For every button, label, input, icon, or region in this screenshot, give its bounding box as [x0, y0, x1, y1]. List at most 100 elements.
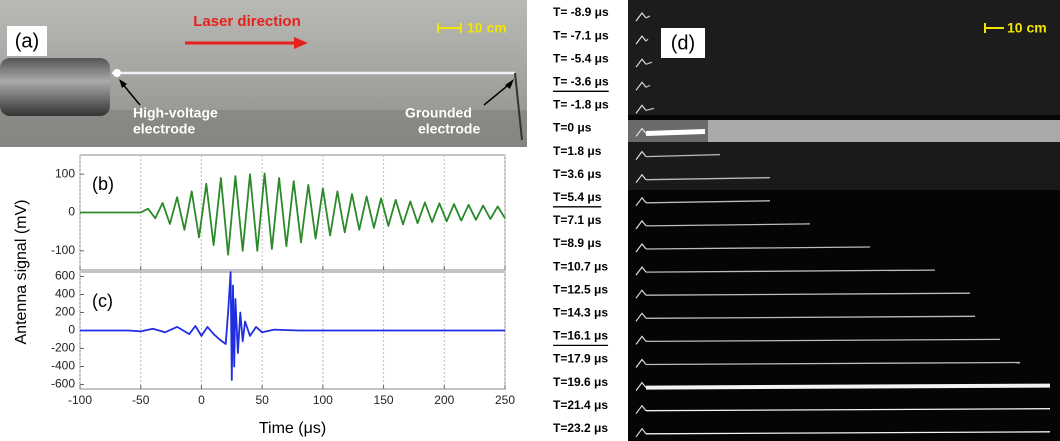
streak	[645, 292, 971, 296]
streak-hook	[635, 104, 647, 114]
streak	[645, 223, 811, 227]
bright-frame	[628, 120, 1060, 142]
streak	[645, 361, 1021, 366]
y-tick-label: 200	[55, 305, 75, 319]
label-box	[661, 28, 705, 58]
ground-wire	[514, 72, 523, 141]
x-tick-label: 150	[374, 393, 394, 407]
streak-hook	[635, 404, 647, 415]
frame-label: T=23.2 μs	[553, 421, 608, 435]
streak	[645, 129, 706, 136]
frame-label: T=21.4 μs	[553, 398, 608, 412]
streak-hook	[635, 358, 647, 368]
streak-hook	[635, 127, 647, 137]
streak-hook	[635, 427, 647, 438]
frame-label: T= -3.6 μs	[553, 74, 609, 88]
frame-label: T=8.9 μs	[553, 236, 602, 250]
panel-label: (d)	[671, 32, 695, 54]
y-tick-label: 400	[55, 287, 75, 301]
hv-electrode-body	[0, 58, 110, 116]
x-tick-label: -50	[132, 393, 150, 407]
photo-panel: (a) Laser direction 10 cm High-voltage e…	[0, 0, 527, 147]
streak	[645, 153, 721, 158]
frame-label: T=16.1 μs	[553, 329, 608, 343]
streak-hook	[635, 381, 647, 391]
streak	[645, 383, 1051, 390]
label-box	[7, 26, 47, 56]
streak	[645, 38, 649, 42]
x-tick-label: 100	[313, 393, 333, 407]
arrow-text: Laser direction	[193, 13, 301, 30]
floor	[0, 110, 527, 147]
streak	[645, 269, 936, 273]
streak-hook	[635, 289, 647, 299]
frame-label: T=17.9 μs	[553, 352, 608, 366]
frame-label: T=10.7 μs	[553, 259, 608, 273]
y-tick-label: 600	[55, 269, 75, 283]
frame-label: T= -8.9 μs	[553, 5, 609, 19]
y-tick-label: -600	[51, 377, 75, 391]
streak	[645, 15, 651, 19]
streak	[645, 338, 1001, 343]
frame-label: T=5.4 μs	[553, 190, 602, 204]
panel-label: (a)	[15, 30, 39, 52]
charts: -100 0 100 (b) Antenna signal (mV) -100 -50 0 50…	[13, 154, 515, 437]
x-tick-label: 250	[495, 393, 515, 407]
x-tick-label: 50	[255, 393, 269, 407]
frame-label: T=0 μs	[553, 121, 592, 135]
streak-panel: (d) 10 cm T= -8.9 μs T= -7.1 μs T= -5.4 μs…	[553, 0, 1060, 441]
streak	[645, 177, 771, 181]
streak-hook	[635, 243, 647, 253]
ground-label: Grounded	[405, 105, 472, 121]
streak-hook	[635, 58, 647, 68]
frame-label: T=14.3 μs	[553, 305, 608, 319]
streak-hook	[635, 173, 647, 184]
x-tick-label: -100	[68, 393, 92, 407]
scale-text: 10 cm	[467, 20, 507, 36]
ground-label: electrode	[418, 121, 480, 137]
streak	[645, 315, 976, 319]
frame-label: T= -5.4 μs	[553, 51, 609, 65]
frame-label: T=19.6 μs	[553, 375, 608, 389]
x-tick-label: 200	[434, 393, 454, 407]
y-tick-label: 0	[68, 323, 75, 337]
noise-band	[628, 142, 1060, 190]
hv-label: High-voltage	[133, 105, 218, 121]
electrode-tip	[113, 69, 121, 77]
pointer-head	[119, 79, 127, 88]
y-tick-label: 100	[55, 166, 75, 180]
streak	[645, 107, 655, 112]
y-tick-label: -400	[51, 359, 75, 373]
x-axis-label: Time (μs)	[259, 420, 326, 437]
streak-hook	[635, 150, 647, 160]
streak-hook	[635, 335, 647, 345]
streak-hook	[635, 312, 647, 322]
streak-hook	[635, 81, 647, 91]
pointer-head	[505, 79, 514, 89]
y-axis-label: Antenna signal (mV)	[13, 200, 30, 345]
streak	[645, 61, 653, 65]
frame-label: T=7.1 μs	[553, 213, 602, 227]
frame-label: T=12.5 μs	[553, 282, 608, 296]
streak	[645, 408, 1051, 412]
panel-label: (b)	[92, 174, 114, 194]
streak-hook	[635, 35, 647, 45]
scale-text: 10 cm	[1007, 20, 1047, 36]
plot-area	[79, 154, 506, 271]
frame-label: T= -7.1 μs	[553, 28, 609, 42]
hv-label: electrode	[133, 121, 195, 137]
streak	[645, 84, 651, 88]
y-tick-label: 0	[68, 205, 75, 219]
panel-label: (c)	[92, 291, 113, 311]
signal-line	[80, 172, 506, 256]
streak-hook	[635, 266, 647, 276]
x-tick-label: 0	[198, 393, 205, 407]
streak	[645, 246, 871, 250]
signal-line	[80, 271, 505, 381]
y-tick-label: -100	[51, 243, 75, 257]
y-tick-label: -200	[51, 341, 75, 355]
streak-hook	[635, 196, 647, 207]
streak	[645, 200, 771, 204]
arrow-head	[294, 37, 308, 49]
